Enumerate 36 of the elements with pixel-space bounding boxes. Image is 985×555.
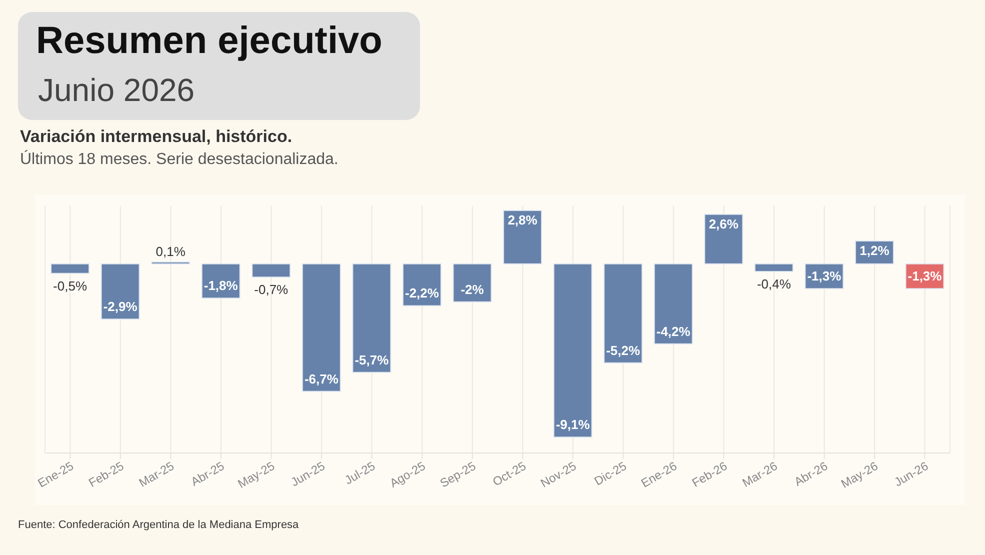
source-note: Fuente: Confederación Argentina de la Mediana Empresa <box>18 519 299 531</box>
bar <box>754 263 794 272</box>
data-label: -1,3% <box>807 268 842 284</box>
data-label: -0,7% <box>254 282 289 298</box>
data-label: -5,2% <box>606 342 641 358</box>
text: Últimos 18 meses. Serie desestacionalizada. <box>20 151 338 169</box>
data-label: -1,3% <box>908 268 942 284</box>
data-label: -5,7% <box>354 352 390 368</box>
data-label: -0,5% <box>53 278 88 294</box>
data-label: 0,1% <box>156 244 186 259</box>
chart-subtitle: Junio 2026 <box>38 72 195 109</box>
bar <box>654 263 693 344</box>
data-label: -2% <box>460 282 484 297</box>
bar <box>553 263 592 438</box>
bar <box>302 263 341 392</box>
data-label: -6,7% <box>304 371 339 386</box>
bar <box>252 263 291 278</box>
text: Variación intermensual, histórico. <box>20 127 292 147</box>
bar <box>352 263 392 373</box>
bar <box>100 263 140 320</box>
data-label: -2,2% <box>404 286 440 301</box>
data-label: 2,8% <box>508 212 538 228</box>
bar <box>503 210 542 264</box>
data-label: 2,6% <box>708 216 739 232</box>
data-label: -1,8% <box>204 278 238 294</box>
data-label: -2,9% <box>103 299 138 314</box>
data-label: 1,2% <box>860 243 890 258</box>
data-label: -4,2% <box>656 324 691 339</box>
bar <box>704 214 744 264</box>
data-label: -9,1% <box>556 417 590 432</box>
bar <box>452 263 492 302</box>
bar <box>402 263 442 306</box>
bar <box>50 263 90 274</box>
data-label: -0,4% <box>756 276 792 292</box>
chart-title: Resumen ejecutivo <box>36 20 382 63</box>
bar <box>604 263 643 364</box>
